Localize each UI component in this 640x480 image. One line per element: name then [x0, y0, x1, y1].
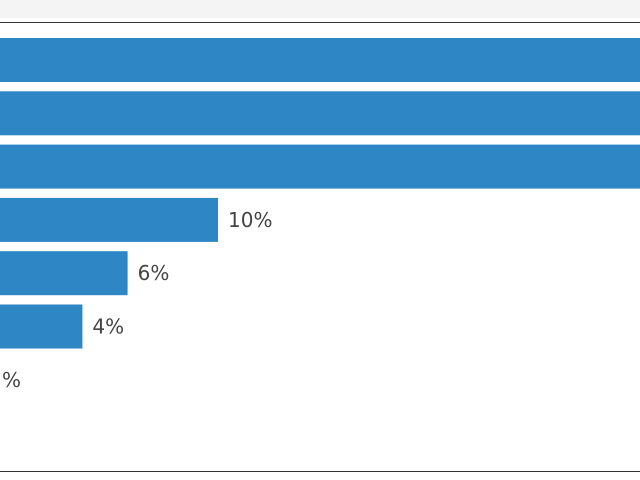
bar-5 [0, 304, 83, 349]
bar-0 [0, 38, 640, 82]
value-label-3: 10% [228, 208, 272, 232]
bar-3 [0, 197, 218, 242]
bar-1 [0, 91, 640, 136]
bars-layer [0, 38, 640, 349]
bar-4 [0, 251, 128, 296]
value-label-6: % [2, 368, 21, 392]
top-strip [0, 0, 640, 18]
value-labels-layer: 10% 6% 4%% [2, 208, 272, 392]
value-label-5: 4% [92, 315, 124, 339]
value-label-4: 6% [138, 261, 170, 285]
bar-2 [0, 144, 640, 189]
